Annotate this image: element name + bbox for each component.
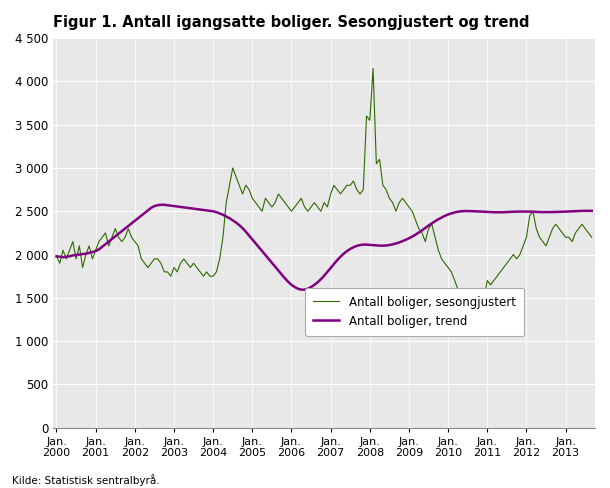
- Antall boliger, sesongjustert: [249, 195, 256, 201]
- Antall boliger, trend: [252, 241, 259, 246]
- Antall boliger, trend: [298, 287, 305, 293]
- Antall boliger, trend: [115, 231, 122, 237]
- Antall boliger, trend: [53, 253, 60, 259]
- Antall boliger, sesongjustert: [105, 243, 112, 249]
- Antall boliger, sesongjustert: [474, 308, 481, 314]
- Antall boliger, trend: [422, 225, 429, 231]
- Antall boliger, trend: [157, 202, 165, 208]
- Antall boliger, trend: [105, 239, 112, 244]
- Line: Antall boliger, trend: Antall boliger, trend: [57, 205, 592, 290]
- Antall boliger, sesongjustert: [69, 239, 76, 244]
- Antall boliger, trend: [588, 208, 595, 214]
- Line: Antall boliger, sesongjustert: Antall boliger, sesongjustert: [57, 68, 592, 324]
- Antall boliger, trend: [474, 208, 481, 214]
- Antall boliger, sesongjustert: [470, 321, 478, 327]
- Antall boliger, sesongjustert: [370, 65, 377, 71]
- Antall boliger, sesongjustert: [115, 234, 122, 240]
- Text: Figur 1. Antall igangsatte boliger. Sesongjustert og trend: Figur 1. Antall igangsatte boliger. Seso…: [53, 15, 529, 30]
- Antall boliger, trend: [69, 252, 76, 258]
- Antall boliger, sesongjustert: [53, 253, 60, 259]
- Antall boliger, sesongjustert: [588, 234, 595, 240]
- Legend: Antall boliger, sesongjustert, Antall boliger, trend: Antall boliger, sesongjustert, Antall bo…: [305, 288, 524, 336]
- Text: Kilde: Statistisk sentralbyrå.: Kilde: Statistisk sentralbyrå.: [12, 474, 160, 486]
- Antall boliger, sesongjustert: [418, 230, 426, 236]
